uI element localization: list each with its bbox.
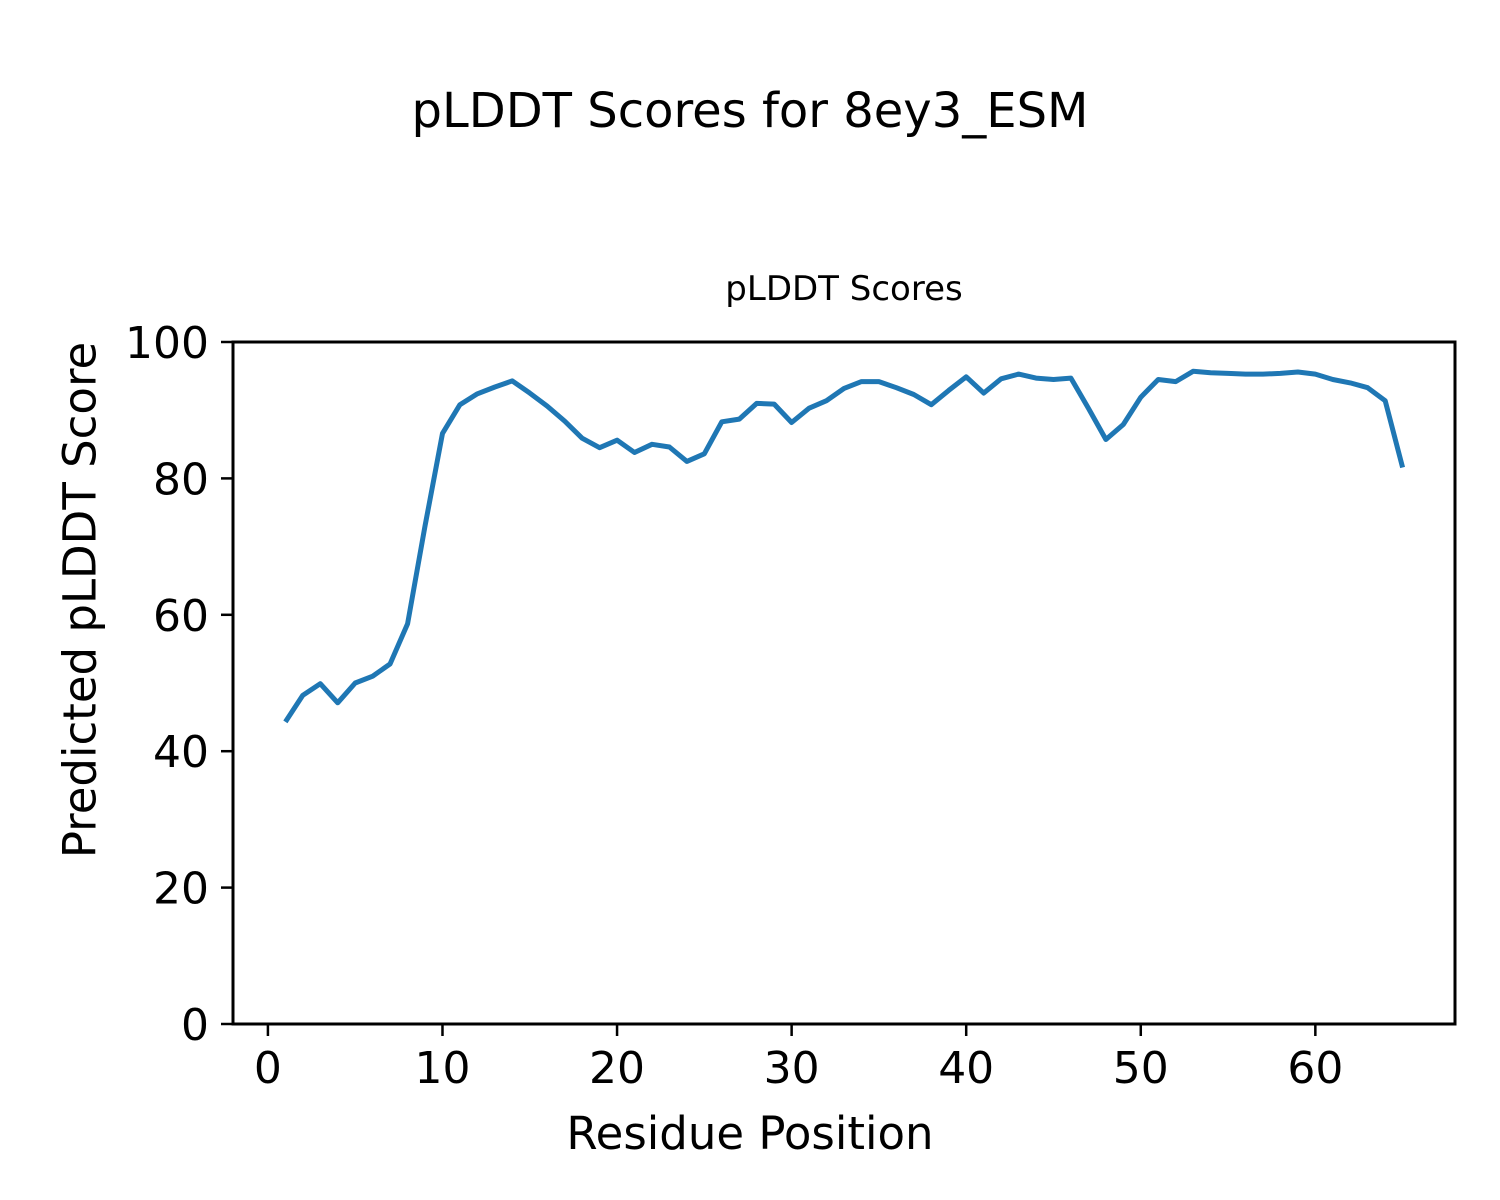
plot-frame — [231, 340, 1457, 1026]
x-axis-ticks: 0 10 20 30 40 50 60 — [254, 1024, 1343, 1094]
x-tick-label: 60 — [1287, 1043, 1343, 1094]
y-tick-label: 40 — [153, 727, 209, 778]
y-tick-label: 60 — [153, 591, 209, 642]
x-tick-label: 20 — [589, 1043, 645, 1094]
x-tick-label: 10 — [414, 1043, 470, 1094]
figure-title: pLDDT Scores for 8ey3_ESM — [411, 83, 1089, 139]
plddt-line-series — [283, 368, 1406, 724]
y-tick-label: 80 — [153, 454, 209, 505]
x-tick-label: 40 — [938, 1043, 994, 1094]
y-axis-label: Predicted pLDDT Score — [53, 341, 107, 859]
y-tick-label: 20 — [153, 864, 209, 915]
y-tick-label: 100 — [125, 318, 209, 369]
axes-title: pLDDT Scores — [725, 269, 963, 309]
y-tick-label: 0 — [181, 1000, 209, 1051]
x-tick-label: 30 — [764, 1043, 820, 1094]
y-axis-ticks: 0 20 40 60 80 100 — [125, 318, 233, 1051]
x-tick-label: 0 — [254, 1043, 282, 1094]
x-axis-label: Residue Position — [566, 1107, 934, 1160]
x-tick-label: 50 — [1113, 1043, 1169, 1094]
